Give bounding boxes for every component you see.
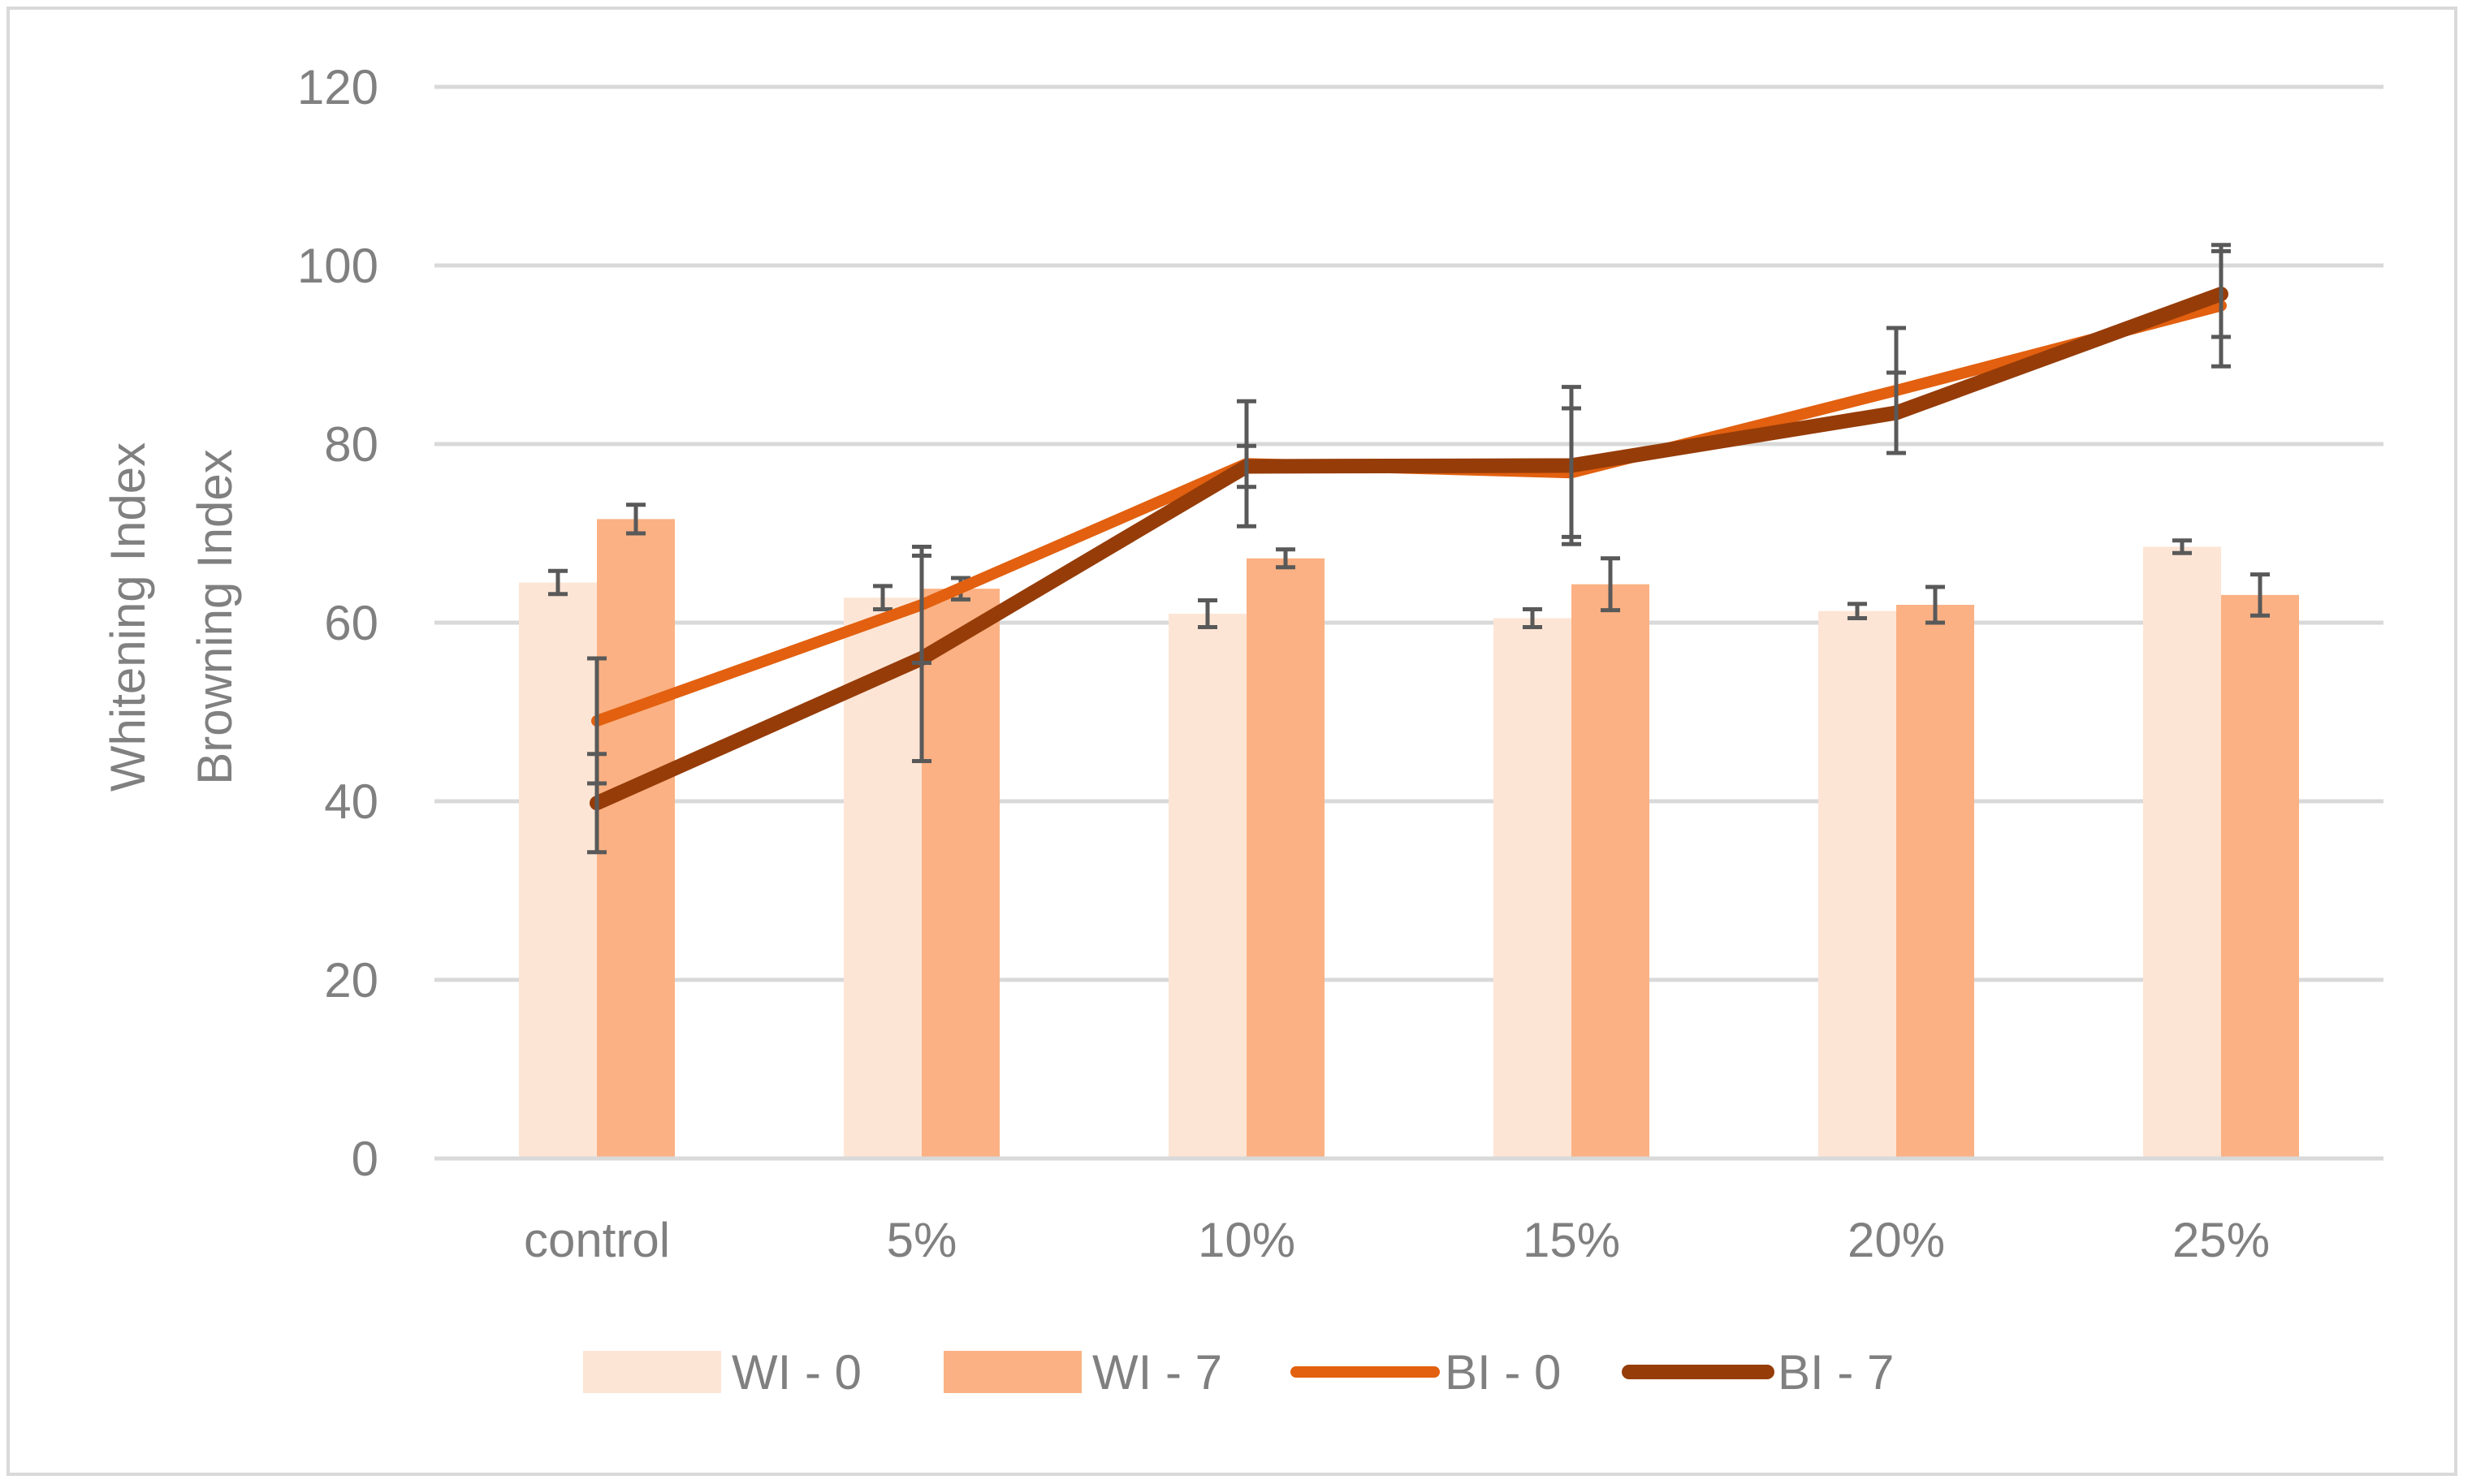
y-tick-label: 60 [324,596,378,650]
x-tick-labels: control 5% 10% 15% 20% 25% [524,1213,2270,1267]
bar [1571,584,1649,1158]
bar [597,519,675,1158]
x-tick-label: control [524,1213,670,1267]
y-tick-label: 0 [352,1132,378,1186]
bar [1896,605,1974,1158]
x-tick-label: 10% [1198,1213,1295,1267]
x-tick-label: 5% [887,1213,957,1267]
bar [1493,618,1571,1158]
series-line [591,300,2227,727]
bar [2143,546,2221,1158]
x-tick-label: 25% [2172,1213,2270,1267]
gridlines [434,84,2383,1161]
series-line [590,287,2228,811]
legend: WI - 0 WI - 7 BI - 0 BI - 7 [583,1345,1894,1400]
y-tick-label: 20 [324,953,378,1007]
y-axis-title-line-1: Whitening Index [101,442,155,792]
bar-error-bars [548,503,2270,629]
bars [434,519,2383,1161]
legend-swatch [944,1351,1082,1393]
bar [1818,610,1896,1158]
legend-swatch [583,1351,721,1393]
lines [590,287,2228,811]
bar [2221,594,2299,1158]
y-tick-label: 100 [297,239,378,293]
y-tick-labels: 0 20 40 60 80 100 120 [297,60,378,1186]
y-tick-label: 120 [297,60,378,114]
bar [922,589,1000,1158]
line-error-bars [587,243,2231,855]
legend-label: BI - 7 [1778,1345,1894,1400]
legend-label: WI - 7 [1092,1345,1222,1400]
x-tick-label: 20% [1848,1213,1945,1267]
bar [519,582,597,1158]
bar [1169,614,1247,1158]
y-axis-title-line-2: Browning Index [188,449,242,785]
x-tick-label: 15% [1523,1213,1620,1267]
legend-label: WI - 0 [732,1345,862,1400]
y-tick-label: 40 [324,774,378,829]
y-tick-label: 80 [324,417,378,472]
legend-label: BI - 0 [1445,1345,1561,1400]
y-axis-title: Whitening Index Browning Index [101,442,242,792]
bar [1247,558,1325,1158]
